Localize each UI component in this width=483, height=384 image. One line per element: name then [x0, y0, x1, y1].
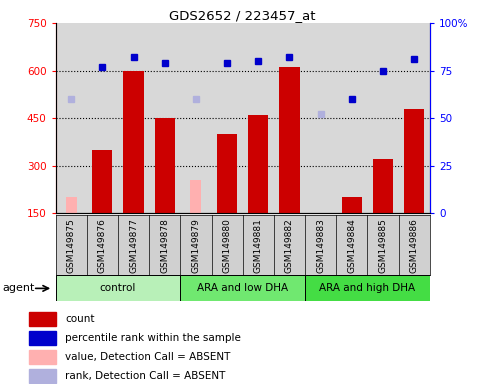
Text: GSM149877: GSM149877 — [129, 218, 138, 273]
Text: ARA and low DHA: ARA and low DHA — [197, 283, 288, 293]
Text: GSM149885: GSM149885 — [379, 218, 387, 273]
Text: GSM149879: GSM149879 — [191, 218, 200, 273]
Bar — [190, 180, 201, 213]
Text: GSM149882: GSM149882 — [285, 218, 294, 273]
Bar — [29, 331, 56, 345]
Text: control: control — [100, 283, 136, 293]
Text: value, Detection Call = ABSENT: value, Detection Call = ABSENT — [65, 352, 230, 362]
Text: GSM149883: GSM149883 — [316, 218, 325, 273]
Bar — [66, 197, 77, 213]
Bar — [248, 115, 269, 213]
Text: GSM149875: GSM149875 — [67, 218, 76, 273]
Bar — [29, 312, 56, 326]
Bar — [180, 275, 305, 301]
Text: GSM149881: GSM149881 — [254, 218, 263, 273]
Bar — [56, 275, 180, 301]
Text: ARA and high DHA: ARA and high DHA — [319, 283, 415, 293]
Text: GSM149884: GSM149884 — [347, 218, 356, 273]
Text: rank, Detection Call = ABSENT: rank, Detection Call = ABSENT — [65, 371, 226, 381]
Bar — [305, 275, 430, 301]
Bar — [404, 109, 425, 213]
Text: GSM149886: GSM149886 — [410, 218, 419, 273]
Bar — [279, 68, 299, 213]
Text: agent: agent — [2, 283, 35, 293]
Bar — [217, 134, 237, 213]
Text: count: count — [65, 314, 95, 324]
Bar — [29, 350, 56, 364]
Bar — [342, 197, 362, 213]
Bar — [373, 159, 393, 213]
Bar — [29, 369, 56, 383]
Text: GSM149876: GSM149876 — [98, 218, 107, 273]
Text: GSM149880: GSM149880 — [223, 218, 232, 273]
Bar — [123, 71, 143, 213]
Title: GDS2652 / 223457_at: GDS2652 / 223457_at — [170, 9, 316, 22]
Bar — [315, 213, 327, 220]
Text: percentile rank within the sample: percentile rank within the sample — [65, 333, 241, 343]
Bar — [155, 118, 175, 213]
Text: GSM149878: GSM149878 — [160, 218, 169, 273]
Bar — [92, 150, 113, 213]
